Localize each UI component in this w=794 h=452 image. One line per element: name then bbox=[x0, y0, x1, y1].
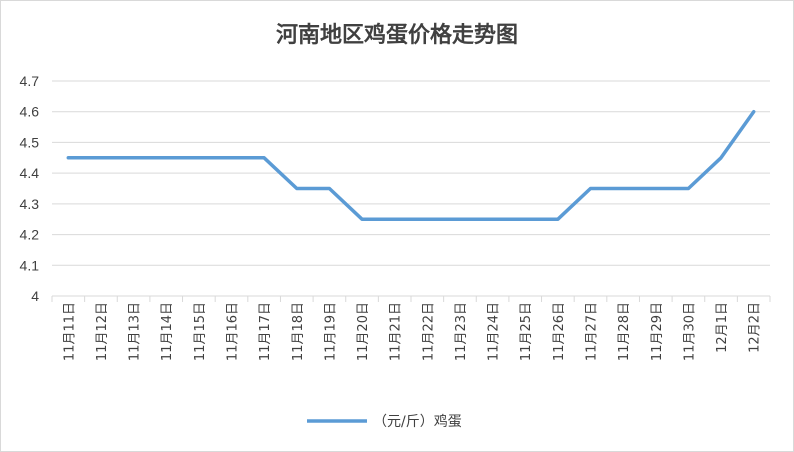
y-tick-label: 4 bbox=[31, 288, 39, 304]
x-tick-label: 11月17日 bbox=[258, 302, 273, 361]
grid-lines bbox=[52, 80, 770, 266]
y-tick-label: 4.7 bbox=[20, 73, 40, 89]
x-tick-label: 11月28日 bbox=[617, 302, 632, 361]
x-tick-label: 11月11日 bbox=[62, 302, 77, 361]
series-line bbox=[66, 109, 756, 221]
y-tick-label: 4.1 bbox=[20, 257, 40, 273]
x-tick-label: 11月21日 bbox=[389, 302, 404, 361]
chart-title: 河南地区鸡蛋价格走势图 bbox=[276, 22, 518, 48]
x-axis-ticks: 11月11日 11月12日 11月13日 11月14日 11月15日 11月16日 11月1… bbox=[62, 302, 762, 361]
x-axis bbox=[51, 295, 771, 302]
x-tick-label: 11月23日 bbox=[454, 302, 469, 361]
x-tick-label: 11月19日 bbox=[323, 302, 338, 361]
x-tick-label: 11月24日 bbox=[487, 302, 502, 361]
x-tick-label: 11月26日 bbox=[552, 302, 567, 361]
y-tick-label: 4.5 bbox=[20, 134, 40, 150]
x-tick-label: 11月25日 bbox=[519, 302, 534, 361]
y-tick-label: 4.6 bbox=[20, 104, 40, 120]
x-tick-label: 11月13日 bbox=[128, 302, 143, 361]
x-tick-label: 12月2日 bbox=[748, 302, 763, 353]
x-tick-label: 11月22日 bbox=[421, 302, 436, 361]
x-tick-label: 11月12日 bbox=[95, 302, 110, 361]
x-tick-label: 11月27日 bbox=[585, 302, 600, 361]
legend-label: （元/斤）鸡蛋 bbox=[373, 413, 462, 430]
x-tick-label: 11月29日 bbox=[650, 302, 665, 361]
y-tick-label: 4.3 bbox=[20, 196, 40, 212]
x-tick-label: 11月30日 bbox=[682, 302, 697, 361]
legend: （元/斤）鸡蛋 bbox=[307, 413, 462, 430]
x-tick-label: 11月20日 bbox=[356, 302, 371, 361]
series-group bbox=[66, 109, 756, 221]
x-tick-label: 11月15日 bbox=[193, 302, 208, 361]
x-tick-label: 12月1日 bbox=[715, 302, 730, 353]
y-axis-ticks: 4 4.1 4.2 4.3 4.4 4.5 4.6 4.7 bbox=[20, 73, 40, 304]
x-tick-label: 11月16日 bbox=[226, 302, 241, 361]
x-tick-label: 11月14日 bbox=[160, 302, 175, 361]
y-tick-label: 4.2 bbox=[20, 227, 40, 243]
y-tick-label: 4.4 bbox=[20, 165, 40, 181]
x-tick-label: 11月18日 bbox=[291, 302, 306, 361]
